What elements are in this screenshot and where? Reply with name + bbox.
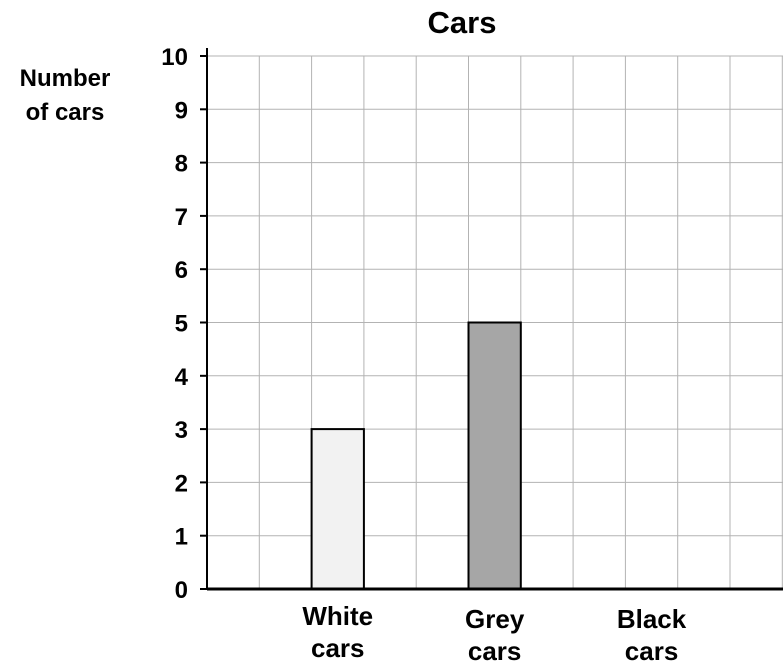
y-tick-label: 3 [175,417,188,444]
axes [200,48,783,591]
y-tick-label: 0 [175,577,188,604]
bar [467,321,522,590]
bar [310,428,365,590]
y-axis-label-line-1: Number [20,65,111,92]
y-tick-labels: 0 1 2 3 4 5 6 7 8 9 10 [161,44,188,604]
category-label: White [302,601,373,631]
category-label: Grey [465,604,525,634]
y-tick-label: 1 [175,524,188,551]
category-label: cars [468,636,522,666]
y-tick-label: 8 [175,151,188,178]
y-tick-label: 2 [175,470,188,497]
bars [310,321,522,590]
y-tick-label: 5 [175,311,188,338]
category-label: cars [625,636,679,666]
y-tick-label: 6 [175,257,188,284]
y-axis-label-line-2: of cars [26,99,105,126]
y-tick-label: 9 [175,97,188,124]
y-tick-label: 7 [175,204,188,231]
chart-title: Cars [428,5,497,40]
category-label: cars [311,633,365,663]
y-tick-label: 10 [161,44,188,71]
y-tick-label: 4 [175,364,189,391]
category-label: Black [617,604,687,634]
